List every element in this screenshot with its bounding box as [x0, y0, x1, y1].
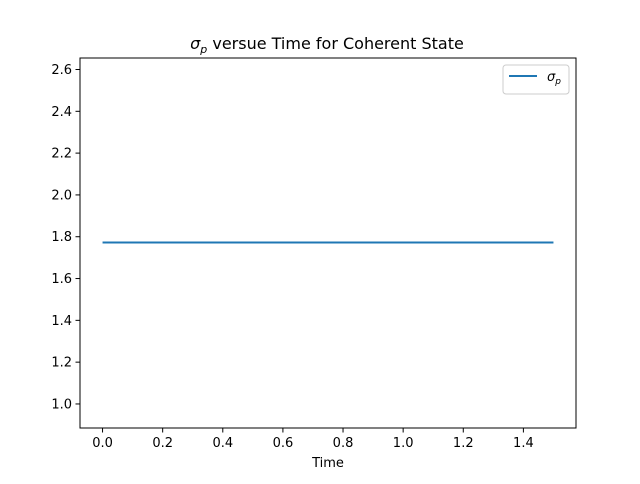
y-axis-ticks: 1.0 1.2 1.4 1.6 1.8 2.0 2.2 2.4 2.6 — [51, 63, 80, 412]
y-tick-label: 2.4 — [51, 105, 72, 120]
y-tick-label: 2.6 — [51, 63, 72, 78]
x-tick-label: 1.0 — [393, 436, 414, 451]
x-axis-ticks: 0.0 0.2 0.4 0.6 0.8 1.0 1.2 1.4 — [92, 428, 534, 451]
legend-label: σp — [547, 70, 561, 87]
legend: σp — [502, 64, 570, 95]
y-tick-label: 1.0 — [51, 397, 72, 412]
plot-frame — [79, 57, 577, 429]
y-tick-label: 2.2 — [51, 147, 72, 162]
chart-title: σp versue Time for Coherent State — [190, 34, 464, 56]
x-tick-label: 0.8 — [333, 436, 354, 451]
y-tick-label: 1.4 — [51, 314, 72, 329]
legend-subscript: p — [554, 77, 561, 87]
y-tick-label: 1.6 — [51, 272, 72, 287]
x-tick-label: 0.2 — [152, 436, 173, 451]
x-tick-label: 0.0 — [92, 436, 113, 451]
x-axis-label: Time — [311, 456, 344, 471]
x-tick-label: 0.6 — [273, 436, 294, 451]
x-tick-label: 0.4 — [212, 436, 233, 451]
title-subscript: p — [199, 43, 207, 56]
y-tick-label: 1.2 — [51, 356, 72, 371]
y-tick-label: 2.0 — [51, 188, 72, 203]
title-rest: versue Time for Coherent State — [207, 34, 464, 53]
legend-symbol: σ — [547, 70, 556, 85]
legend-box — [502, 64, 570, 95]
x-tick-label: 1.2 — [453, 436, 474, 451]
x-tick-label: 1.4 — [513, 436, 534, 451]
y-tick-label: 1.8 — [51, 230, 72, 245]
title-symbol: σ — [190, 34, 201, 53]
